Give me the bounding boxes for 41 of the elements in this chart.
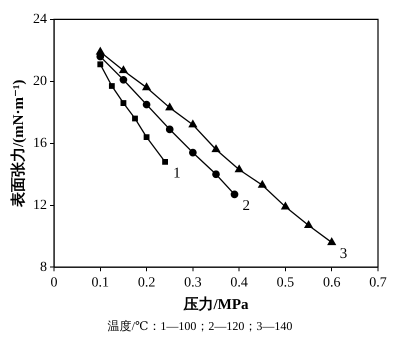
series-label: 2 xyxy=(242,198,250,214)
x-axis-title: 压力/MPa xyxy=(182,296,249,313)
point xyxy=(162,158,168,165)
x-tick-label: 0.6 xyxy=(322,275,340,290)
point xyxy=(132,116,138,122)
point xyxy=(120,100,126,106)
y-tick-label: 12 xyxy=(33,198,47,213)
point xyxy=(212,144,220,152)
point xyxy=(120,76,128,84)
point xyxy=(189,148,197,156)
x-tick-label: 0.4 xyxy=(230,275,248,290)
x-tick-label: 0.2 xyxy=(138,275,156,290)
y-tick-label: 24 xyxy=(33,12,47,28)
point xyxy=(212,170,220,178)
text: 温度/℃：1—100；2—120；3—140 xyxy=(106,318,294,335)
point xyxy=(304,220,313,228)
x-tick-label: 0.5 xyxy=(276,275,294,290)
point xyxy=(281,202,290,210)
x-tick-label: 0.1 xyxy=(92,275,110,290)
series-label: 1 xyxy=(173,165,181,182)
point xyxy=(230,190,238,198)
point xyxy=(144,134,150,140)
y-tick-label: 8 xyxy=(40,260,47,275)
point xyxy=(97,61,104,68)
point xyxy=(142,82,151,90)
y-tick-label: 20 xyxy=(33,74,47,90)
point xyxy=(235,164,244,172)
series-label: 3 xyxy=(340,246,348,262)
y-tick-label: 16 xyxy=(33,136,47,151)
x-tick-label: 0 xyxy=(50,275,58,290)
x-tick-label: 0.3 xyxy=(184,275,202,290)
x-tick-label: 0.7 xyxy=(369,275,387,290)
y-axis-title: 表面张力/(mN·m⁻¹) xyxy=(10,80,27,208)
point xyxy=(328,238,336,246)
point xyxy=(188,120,197,128)
point xyxy=(166,103,174,110)
point xyxy=(166,126,174,134)
point xyxy=(119,66,128,74)
point xyxy=(258,180,266,188)
point xyxy=(142,100,150,108)
point xyxy=(108,83,115,89)
